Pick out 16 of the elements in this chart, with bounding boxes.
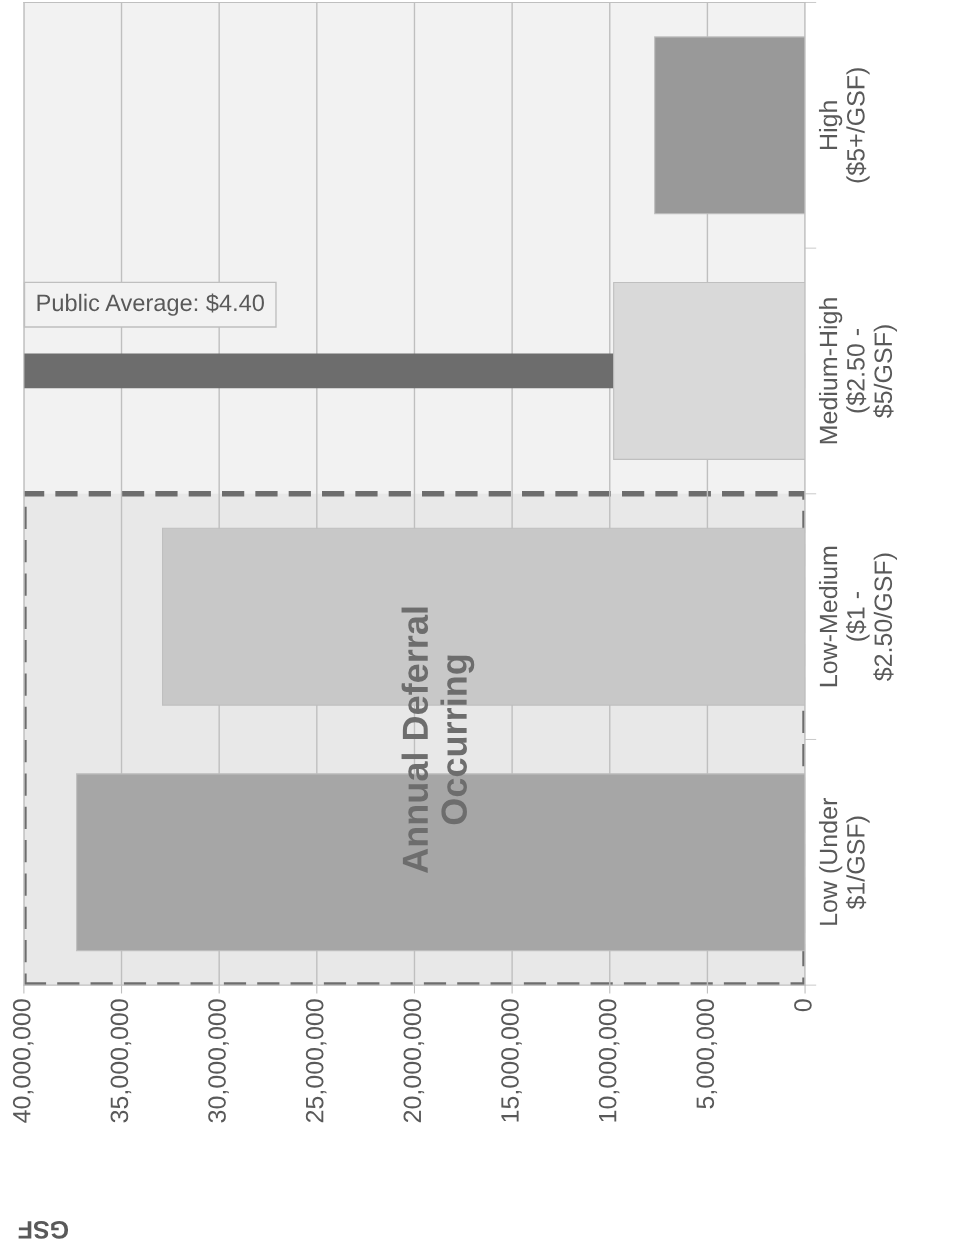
x-axis-title: GSF xyxy=(18,1220,69,1239)
ref-line-label: Public Average: $4.40 xyxy=(37,293,264,316)
x-tick-label: 30,000,000 xyxy=(208,999,229,1123)
x-tick-label: 25,000,000 xyxy=(305,999,327,1123)
annotation: Annual Deferral Occurring xyxy=(401,607,475,874)
x-tick-label: 10,000,000 xyxy=(598,999,620,1122)
x-tick-label: 40,000,000 xyxy=(12,999,34,1123)
y-tick-label: High ($5+/GSF) xyxy=(818,68,870,183)
x-tick-label: 35,000,000 xyxy=(110,999,132,1123)
y-tick-label: Low (Under $1/GSF) xyxy=(818,798,870,925)
y-tick-label: Low-Medium ($1 - $2.50/GSF) xyxy=(818,546,898,687)
x-tick-label: 20,000,000 xyxy=(403,999,425,1123)
x-tick-label: 5,000,000 xyxy=(696,999,718,1109)
x-tick-label: 0 xyxy=(794,999,812,1012)
x-tick-label: 15,000,000 xyxy=(501,999,522,1122)
y-tick-label: Medium-High ($2.50 - $5/GSF) xyxy=(818,298,898,444)
